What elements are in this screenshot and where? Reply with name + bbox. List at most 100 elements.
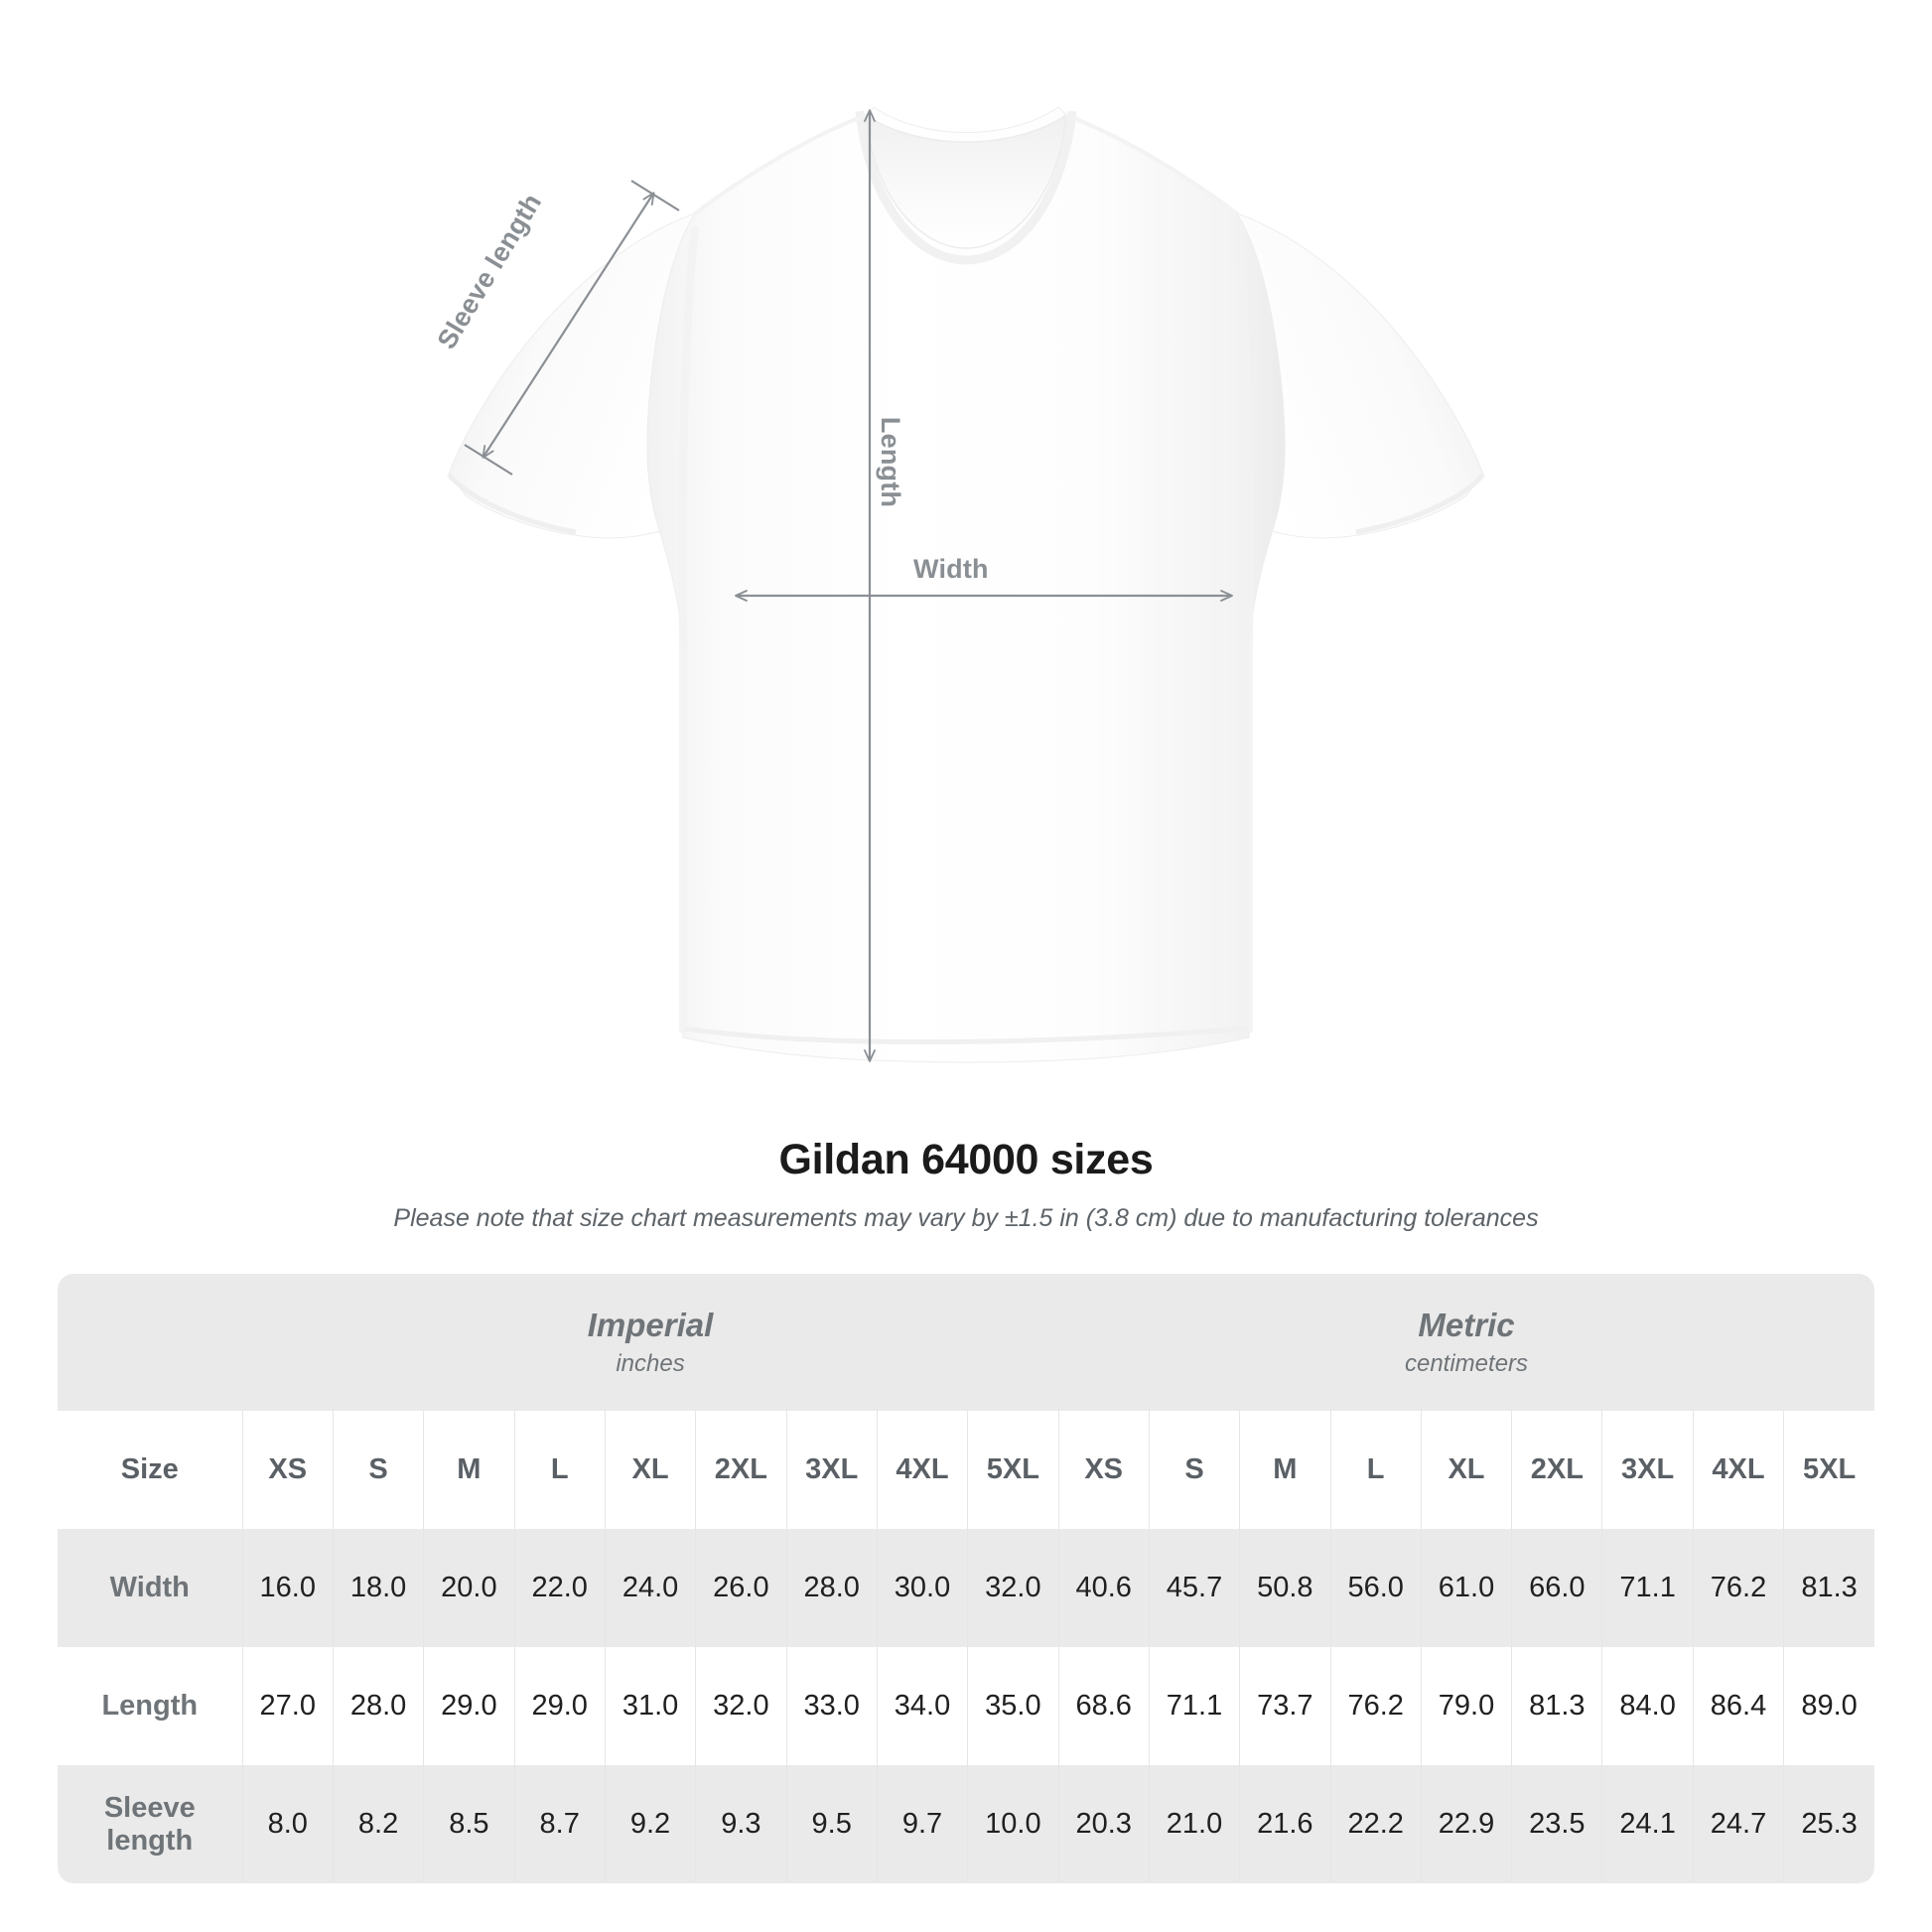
width-met-8: 81.3 xyxy=(1783,1529,1874,1647)
size-col-met-5: 2XL xyxy=(1511,1411,1602,1529)
sleeve-imp-1: 8.2 xyxy=(332,1765,424,1883)
width-met-3: 56.0 xyxy=(1329,1529,1422,1647)
width-met-6: 71.1 xyxy=(1601,1529,1694,1647)
length-met-4: 79.0 xyxy=(1420,1647,1512,1765)
sleeve-met-4: 22.9 xyxy=(1420,1765,1512,1883)
row-label-length: Length xyxy=(58,1647,243,1765)
body-fold-right xyxy=(1233,225,1254,1033)
width-met-4: 61.0 xyxy=(1420,1529,1512,1647)
width-imp-1: 18.0 xyxy=(332,1529,424,1647)
sleeve-met-2: 21.6 xyxy=(1239,1765,1330,1883)
width-imp-0: 16.0 xyxy=(241,1529,334,1647)
page-title: Gildan 64000 sizes xyxy=(778,1136,1154,1183)
left-shoulder-seam xyxy=(693,113,867,215)
size-col-met-4: XL xyxy=(1420,1411,1512,1529)
sleeve-met-0: 20.3 xyxy=(1057,1765,1150,1883)
width-imp-6: 28.0 xyxy=(785,1529,878,1647)
bottom-hem xyxy=(684,1026,1248,1045)
length-met-5: 81.3 xyxy=(1511,1647,1602,1765)
imperial-units: inches xyxy=(616,1350,685,1377)
length-imp-6: 33.0 xyxy=(785,1647,878,1765)
sleeve-imp-4: 9.2 xyxy=(604,1765,696,1883)
tshirt-illustration xyxy=(447,106,1485,1063)
body-fold-left xyxy=(678,225,699,1033)
size-chart-table-wrapper: Imperial inches Metric centimeters Size … xyxy=(58,1274,1874,1883)
title-block: Gildan 64000 sizes Please note that size… xyxy=(0,1132,1932,1235)
length-imp-1: 28.0 xyxy=(332,1647,424,1765)
size-col-imp-8: 5XL xyxy=(967,1411,1059,1529)
imperial-title: Imperial xyxy=(587,1307,714,1343)
size-header-row: Size XS S M L XL 2XL 3XL 4XL 5XL XS S M … xyxy=(58,1411,1874,1529)
sleeve-met-1: 21.0 xyxy=(1148,1765,1240,1883)
size-chart-table: Imperial inches Metric centimeters Size … xyxy=(58,1274,1874,1883)
size-row-header: Size xyxy=(58,1411,243,1529)
width-imp-4: 24.0 xyxy=(604,1529,696,1647)
width-imp-2: 20.0 xyxy=(423,1529,515,1647)
sleeve-imp-3: 8.7 xyxy=(513,1765,606,1883)
width-met-2: 50.8 xyxy=(1239,1529,1330,1647)
collar-rib xyxy=(855,110,1077,265)
table-row: Width 16.0 18.0 20.0 22.0 24.0 26.0 28.0… xyxy=(58,1529,1874,1647)
size-col-met-0: XS xyxy=(1057,1411,1150,1529)
unit-header-spacer xyxy=(58,1274,243,1411)
size-col-met-2: M xyxy=(1239,1411,1330,1529)
width-met-0: 40.6 xyxy=(1057,1529,1150,1647)
sleeve-imp-8: 10.0 xyxy=(967,1765,1059,1883)
sleeve-met-5: 23.5 xyxy=(1511,1765,1602,1883)
length-imp-7: 34.0 xyxy=(876,1647,968,1765)
width-met-7: 76.2 xyxy=(1692,1529,1784,1647)
size-col-met-6: 3XL xyxy=(1601,1411,1694,1529)
size-col-met-1: S xyxy=(1148,1411,1240,1529)
sleeve-met-3: 22.2 xyxy=(1329,1765,1422,1883)
sleeve-imp-0: 8.0 xyxy=(241,1765,334,1883)
length-imp-3: 29.0 xyxy=(513,1647,606,1765)
length-met-2: 73.7 xyxy=(1239,1647,1330,1765)
length-met-3: 76.2 xyxy=(1329,1647,1422,1765)
row-label-width: Width xyxy=(58,1529,243,1647)
sleeve-met-6: 24.1 xyxy=(1601,1765,1694,1883)
length-imp-0: 27.0 xyxy=(241,1647,334,1765)
shirt-body xyxy=(646,106,1286,1063)
right-sleeve xyxy=(1224,212,1484,539)
sleeve-measure-line xyxy=(482,192,655,459)
length-met-8: 89.0 xyxy=(1783,1647,1874,1765)
size-col-imp-1: S xyxy=(332,1411,424,1529)
size-col-met-7: 4XL xyxy=(1692,1411,1784,1529)
sleeve-cap-upper xyxy=(630,180,680,211)
table-row: Length 27.0 28.0 29.0 29.0 31.0 32.0 33.… xyxy=(58,1647,1874,1765)
sleeve-imp-7: 9.7 xyxy=(876,1765,968,1883)
sleeve-met-7: 24.7 xyxy=(1692,1765,1784,1883)
size-col-imp-5: 2XL xyxy=(695,1411,787,1529)
width-imp-8: 32.0 xyxy=(967,1529,1059,1647)
metric-header-cell: Metric centimeters xyxy=(1058,1274,1874,1411)
width-imp-5: 26.0 xyxy=(695,1529,787,1647)
width-imp-7: 30.0 xyxy=(876,1529,968,1647)
length-imp-5: 32.0 xyxy=(695,1647,787,1765)
right-shoulder-seam xyxy=(1065,113,1239,215)
unit-header-row: Imperial inches Metric centimeters xyxy=(58,1274,1874,1411)
size-col-met-8: 5XL xyxy=(1783,1411,1874,1529)
sleeve-cap-lower xyxy=(464,444,513,476)
size-col-met-3: L xyxy=(1329,1411,1422,1529)
sleeve-imp-2: 8.5 xyxy=(423,1765,515,1883)
width-imp-3: 22.0 xyxy=(513,1529,606,1647)
row-label-sleeve-length: Sleeve length xyxy=(58,1765,243,1883)
sleeve-met-8: 25.3 xyxy=(1783,1765,1874,1883)
length-met-1: 71.1 xyxy=(1148,1647,1240,1765)
length-met-7: 86.4 xyxy=(1692,1647,1784,1765)
metric-title: Metric xyxy=(1418,1307,1515,1343)
size-col-imp-3: L xyxy=(513,1411,606,1529)
sleeve-imp-6: 9.5 xyxy=(785,1765,878,1883)
table-row: Sleeve length 8.0 8.2 8.5 8.7 9.2 9.3 9.… xyxy=(58,1765,1874,1883)
size-col-imp-4: XL xyxy=(604,1411,696,1529)
size-col-imp-0: XS xyxy=(241,1411,334,1529)
length-imp-2: 29.0 xyxy=(423,1647,515,1765)
size-col-imp-7: 4XL xyxy=(876,1411,968,1529)
size-col-imp-6: 3XL xyxy=(785,1411,878,1529)
width-met-1: 45.7 xyxy=(1148,1529,1240,1647)
length-met-6: 84.0 xyxy=(1601,1647,1694,1765)
right-sleeve-hem xyxy=(1355,473,1485,535)
left-sleeve-hem xyxy=(447,473,577,535)
width-met-5: 66.0 xyxy=(1511,1529,1602,1647)
